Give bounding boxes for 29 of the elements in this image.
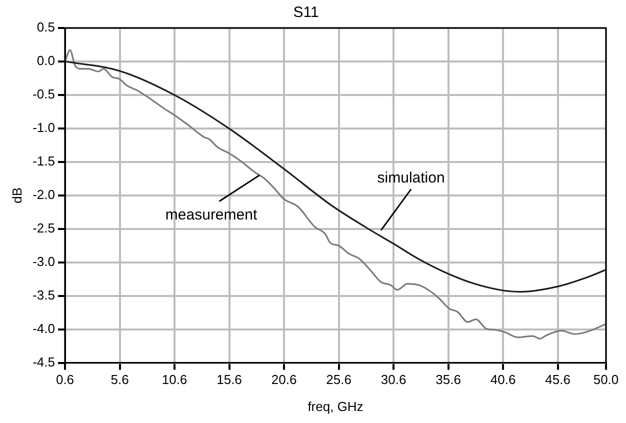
y-axis-title: dB — [9, 187, 24, 204]
x-tick-label: 10.6 — [162, 372, 188, 388]
y-tick-label: -2.0 — [32, 186, 55, 202]
x-tick-label: 0.6 — [56, 372, 74, 388]
x-tick-label: 50.0 — [593, 372, 619, 388]
x-tick-label: 45.6 — [545, 372, 570, 388]
y-tick-label: 0.0 — [36, 53, 55, 68]
y-tick-label: 0.5 — [36, 20, 55, 35]
x-tick-label: 40.6 — [490, 372, 516, 388]
x-tick-label: 5.6 — [110, 372, 129, 388]
y-tick-label: -0.5 — [32, 86, 55, 102]
chart-title: S11 — [293, 4, 319, 22]
y-tick-label: -4.5 — [32, 354, 55, 370]
x-tick-label: 30.6 — [380, 372, 406, 388]
x-axis-title: freq, GHz — [308, 398, 364, 414]
y-tick-label: -2.5 — [32, 220, 55, 236]
line-series — [65, 60, 606, 293]
annotation: measurement — [165, 206, 258, 224]
x-tick-label: 35.6 — [436, 372, 461, 388]
annotation: simulation — [377, 169, 445, 186]
line-series — [65, 49, 606, 340]
x-tick-label: 20.6 — [271, 372, 297, 388]
y-tick-label: -3.0 — [32, 254, 55, 269]
x-tick-label: 15.6 — [216, 372, 242, 388]
y-tick-label: -1.5 — [32, 154, 55, 168]
y-tick-label: -3.5 — [32, 287, 55, 302]
y-tick-label: -4.0 — [32, 320, 55, 336]
x-tick-label: 25.6 — [326, 372, 352, 388]
y-tick-label: -1.0 — [32, 120, 55, 136]
